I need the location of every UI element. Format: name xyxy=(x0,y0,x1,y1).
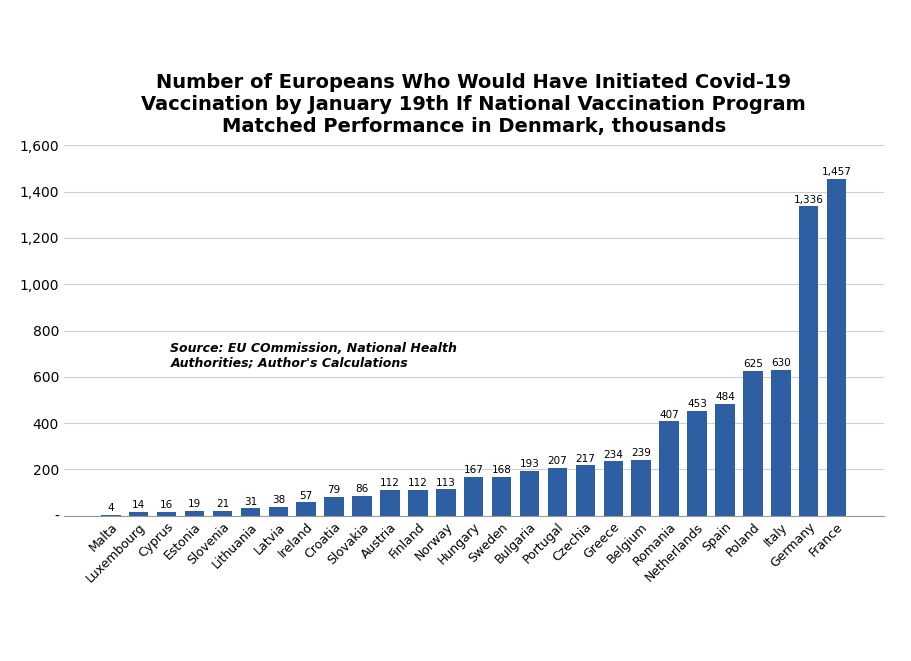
Text: 630: 630 xyxy=(771,358,791,368)
Text: 4: 4 xyxy=(107,503,114,513)
Text: 16: 16 xyxy=(160,500,173,510)
Text: 112: 112 xyxy=(380,478,400,488)
Text: 168: 168 xyxy=(492,465,512,475)
Text: 217: 217 xyxy=(576,453,595,463)
Bar xyxy=(129,512,148,516)
Bar xyxy=(687,410,707,516)
Bar xyxy=(324,497,344,516)
Text: 1,336: 1,336 xyxy=(793,194,824,205)
Text: 1,457: 1,457 xyxy=(822,167,852,176)
Text: Source: EU COmmission, National Health
Authorities; Author's Calculations: Source: EU COmmission, National Health A… xyxy=(170,342,457,369)
Text: 113: 113 xyxy=(435,478,456,488)
Text: 239: 239 xyxy=(631,448,651,459)
Bar xyxy=(715,404,735,516)
Bar xyxy=(660,422,679,516)
Text: 167: 167 xyxy=(464,465,484,475)
Bar xyxy=(353,496,372,516)
Text: 14: 14 xyxy=(132,500,146,510)
Bar xyxy=(631,460,651,516)
Text: 234: 234 xyxy=(603,449,623,459)
Text: 21: 21 xyxy=(216,499,229,509)
Text: 407: 407 xyxy=(660,410,679,420)
Bar xyxy=(827,178,846,516)
Bar xyxy=(520,471,539,516)
Bar xyxy=(743,371,763,516)
Text: 31: 31 xyxy=(244,496,257,506)
Text: 193: 193 xyxy=(519,459,539,469)
Bar xyxy=(492,477,511,516)
Bar xyxy=(576,465,595,516)
Text: 207: 207 xyxy=(548,456,568,466)
Bar xyxy=(101,515,120,516)
Bar xyxy=(296,502,316,516)
Text: 86: 86 xyxy=(355,484,369,494)
Bar xyxy=(436,489,456,516)
Text: 453: 453 xyxy=(687,399,707,409)
Bar xyxy=(380,490,400,516)
Text: 57: 57 xyxy=(300,490,312,500)
Text: 38: 38 xyxy=(271,495,285,505)
Text: 484: 484 xyxy=(715,392,735,402)
Text: 19: 19 xyxy=(188,499,201,510)
Bar xyxy=(269,507,288,516)
Bar xyxy=(241,508,261,516)
Text: 625: 625 xyxy=(743,359,763,369)
Bar xyxy=(771,369,791,516)
Bar xyxy=(212,511,232,516)
Bar xyxy=(157,512,177,516)
Bar xyxy=(464,477,484,516)
Text: 112: 112 xyxy=(408,478,428,488)
Title: Number of Europeans Who Would Have Initiated Covid-19
Vaccination by January 19t: Number of Europeans Who Would Have Initi… xyxy=(141,73,806,136)
Bar xyxy=(185,511,204,516)
Bar xyxy=(408,490,427,516)
Bar xyxy=(603,461,623,516)
Bar xyxy=(548,468,568,516)
Text: 79: 79 xyxy=(328,485,341,496)
Bar xyxy=(799,206,818,516)
